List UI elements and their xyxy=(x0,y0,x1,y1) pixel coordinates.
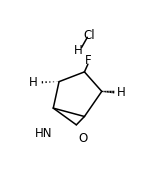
Text: Cl: Cl xyxy=(83,29,95,42)
Text: H: H xyxy=(117,86,126,99)
Text: HN: HN xyxy=(35,127,53,140)
Text: H: H xyxy=(74,45,83,58)
Text: H: H xyxy=(29,76,38,89)
Text: O: O xyxy=(79,132,88,145)
Text: F: F xyxy=(85,54,91,67)
